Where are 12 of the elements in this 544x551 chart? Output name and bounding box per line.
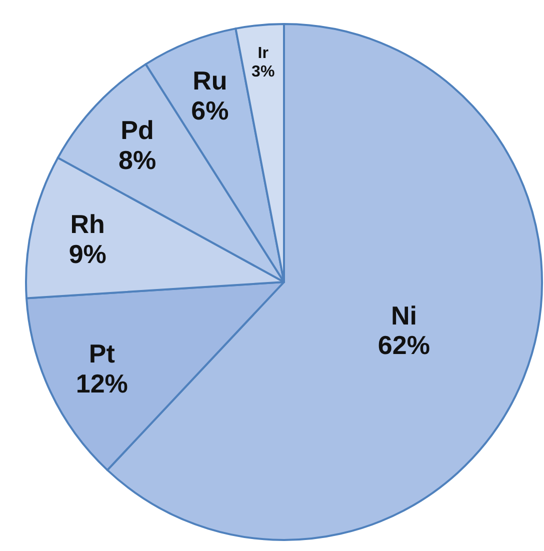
- slice-label: Rh: [70, 208, 105, 239]
- slice-label: Pt: [88, 338, 116, 368]
- data-label: 6%: [191, 96, 229, 126]
- data-label: 3%: [252, 63, 275, 80]
- slice-label: Ir: [258, 44, 268, 62]
- slice-label: Ru: [192, 66, 228, 96]
- data-label: 12%: [76, 368, 128, 398]
- data-label: 62%: [378, 330, 430, 360]
- data-label: 8%: [118, 144, 156, 175]
- slice-label: Ni: [390, 300, 417, 330]
- data-label: 9%: [68, 238, 106, 269]
- slice-label: Pd: [120, 115, 154, 146]
